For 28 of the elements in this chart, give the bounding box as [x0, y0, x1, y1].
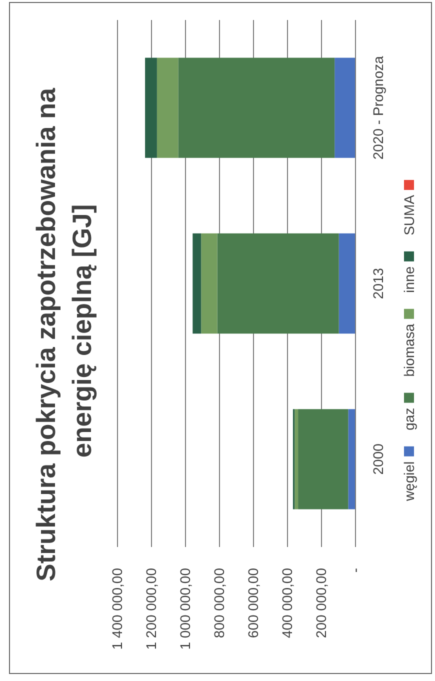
x-tick-label: 800 000,00 — [211, 568, 227, 638]
x-tick-label: 600 000,00 — [245, 568, 261, 638]
legend-label: SUMA — [401, 194, 417, 236]
x-tick-label: 1 400 000,00 — [109, 568, 125, 650]
legend-label: węgiel — [401, 461, 417, 502]
y-tick-label: 2020 - Prognoza — [370, 56, 386, 160]
y-tick-label: 2013 — [370, 268, 386, 300]
bar — [178, 58, 335, 158]
x-tick-label: 200 000,00 — [313, 568, 329, 638]
bar — [338, 233, 355, 334]
bar — [192, 233, 202, 334]
bar — [348, 409, 355, 510]
bar — [334, 58, 355, 158]
bar — [294, 409, 298, 510]
bar — [217, 233, 339, 334]
x-tick-label: 400 000,00 — [279, 568, 295, 638]
y-tick-label: 2000 — [370, 443, 386, 475]
legend-label: biomasa — [401, 324, 417, 377]
bar — [298, 409, 348, 510]
x-tick-label: - — [347, 568, 363, 573]
bar — [156, 58, 178, 158]
bar — [201, 233, 218, 334]
x-tick-label: 1 000 000,00 — [177, 568, 193, 650]
legend-label: gaz — [401, 408, 417, 430]
text: Struktura pokrycia zapotrzebowania na energię cieplną [GJ] — [31, 80, 97, 582]
bar — [145, 58, 157, 158]
x-tick-label: 1 200 000,00 — [143, 568, 159, 650]
legend-label: inne — [401, 266, 417, 293]
